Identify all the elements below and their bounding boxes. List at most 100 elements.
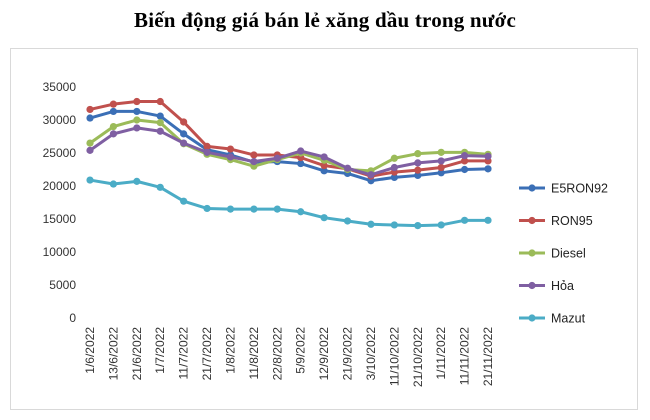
legend-marker xyxy=(528,314,536,322)
data-point xyxy=(484,165,492,173)
legend-label: Hỏa xyxy=(551,279,574,293)
data-point xyxy=(414,159,422,167)
data-point xyxy=(320,153,328,161)
data-point xyxy=(226,145,235,153)
x-tick-label: 1/7/2022 xyxy=(153,327,167,374)
x-tick-label: 1/8/2022 xyxy=(223,327,237,374)
y-tick-label: 25000 xyxy=(43,146,77,160)
legend-item: Hỏa xyxy=(519,279,574,293)
x-tick-label: 21/11/2022 xyxy=(481,327,495,386)
data-point xyxy=(367,171,375,179)
x-tick-label: 21/10/2022 xyxy=(411,327,425,387)
y-tick-label: 15000 xyxy=(43,212,77,226)
data-point xyxy=(250,157,258,166)
data-point xyxy=(156,183,164,191)
data-point xyxy=(414,171,422,180)
data-point xyxy=(273,154,281,162)
x-tick-label: 21/7/2022 xyxy=(200,327,214,381)
data-point xyxy=(86,114,94,122)
data-point xyxy=(86,146,94,154)
data-point xyxy=(437,157,445,165)
chart-frame xyxy=(10,48,638,410)
x-tick-label: 5/9/2022 xyxy=(294,327,308,374)
data-point xyxy=(203,142,211,150)
y-tick-label: 10000 xyxy=(43,245,77,259)
legend-item: Diesel xyxy=(519,247,586,261)
data-point xyxy=(437,221,445,229)
data-point xyxy=(86,176,94,184)
data-point xyxy=(484,216,492,224)
series-e5ron92 xyxy=(86,107,492,185)
data-point xyxy=(437,148,445,156)
x-tick-label: 11/8/2022 xyxy=(247,327,261,380)
data-point xyxy=(86,139,94,147)
data-point xyxy=(390,221,398,229)
data-point xyxy=(297,208,305,216)
data-point xyxy=(437,169,445,177)
data-point xyxy=(180,139,188,147)
x-tick-label: 22/8/2022 xyxy=(270,327,284,381)
x-tick-label: 11/10/2022 xyxy=(387,327,401,386)
y-tick-label: 30000 xyxy=(43,113,77,127)
x-tick-label: 11/11/2022 xyxy=(458,327,472,386)
x-tick-label: 3/10/2022 xyxy=(364,327,378,381)
data-point xyxy=(297,159,305,168)
data-point xyxy=(156,127,164,135)
x-tick-label: 1/11/2022 xyxy=(434,327,448,380)
data-point xyxy=(180,118,188,126)
series-line xyxy=(88,109,490,183)
data-point xyxy=(109,107,118,116)
legend-label: Diesel xyxy=(551,247,586,261)
x-tick-label: 13/6/2022 xyxy=(106,327,120,381)
legend-marker xyxy=(528,184,536,192)
data-point xyxy=(320,167,328,175)
data-point xyxy=(343,164,352,172)
series-line xyxy=(88,178,490,228)
data-point xyxy=(390,154,398,162)
data-point xyxy=(414,166,422,174)
legend-item: Mazut xyxy=(519,312,586,326)
series-line xyxy=(88,118,490,173)
legend-label: RON95 xyxy=(551,214,593,228)
data-point xyxy=(414,222,422,230)
data-point xyxy=(226,153,235,161)
data-point xyxy=(390,173,398,182)
x-axis: 1/6/2022 13/6/2022 21/6/2022 1/7/2022 11/7/2… xyxy=(83,327,495,387)
data-point xyxy=(226,205,235,213)
data-point xyxy=(273,205,281,213)
x-tick-label: 11/7/2022 xyxy=(177,327,191,380)
legend-label: Mazut xyxy=(551,312,586,326)
data-point xyxy=(297,147,305,155)
y-axis: 0 5000 10000 15000 20000 25000 30000 35000 xyxy=(43,80,77,325)
data-point xyxy=(203,148,211,156)
y-tick-label: 20000 xyxy=(43,179,77,193)
y-tick-label: 0 xyxy=(69,311,76,325)
series-hỏa xyxy=(86,124,492,179)
legend-item: E5RON92 xyxy=(519,182,608,196)
legend-item: RON95 xyxy=(519,214,593,228)
series-mazut xyxy=(86,176,492,230)
data-point xyxy=(320,214,328,222)
series-ron95 xyxy=(86,97,492,180)
data-point xyxy=(109,180,118,188)
data-point xyxy=(460,152,469,160)
data-point xyxy=(343,217,352,225)
data-point xyxy=(367,220,375,228)
legend-label: E5RON92 xyxy=(551,182,608,196)
data-point xyxy=(156,112,164,120)
data-point xyxy=(156,119,164,127)
data-point xyxy=(133,177,141,185)
data-point xyxy=(390,163,398,172)
data-point xyxy=(109,100,118,108)
data-point xyxy=(109,130,118,138)
data-point xyxy=(320,161,328,170)
legend: E5RON92 RON95 Diesel Hỏa Mazut xyxy=(519,182,608,326)
x-tick-label: 21/6/2022 xyxy=(130,327,144,381)
series-diesel xyxy=(86,116,492,175)
data-point xyxy=(250,205,258,213)
y-tick-label: 5000 xyxy=(49,278,76,292)
data-point xyxy=(460,216,469,224)
data-point xyxy=(156,97,164,106)
data-point xyxy=(250,151,258,159)
